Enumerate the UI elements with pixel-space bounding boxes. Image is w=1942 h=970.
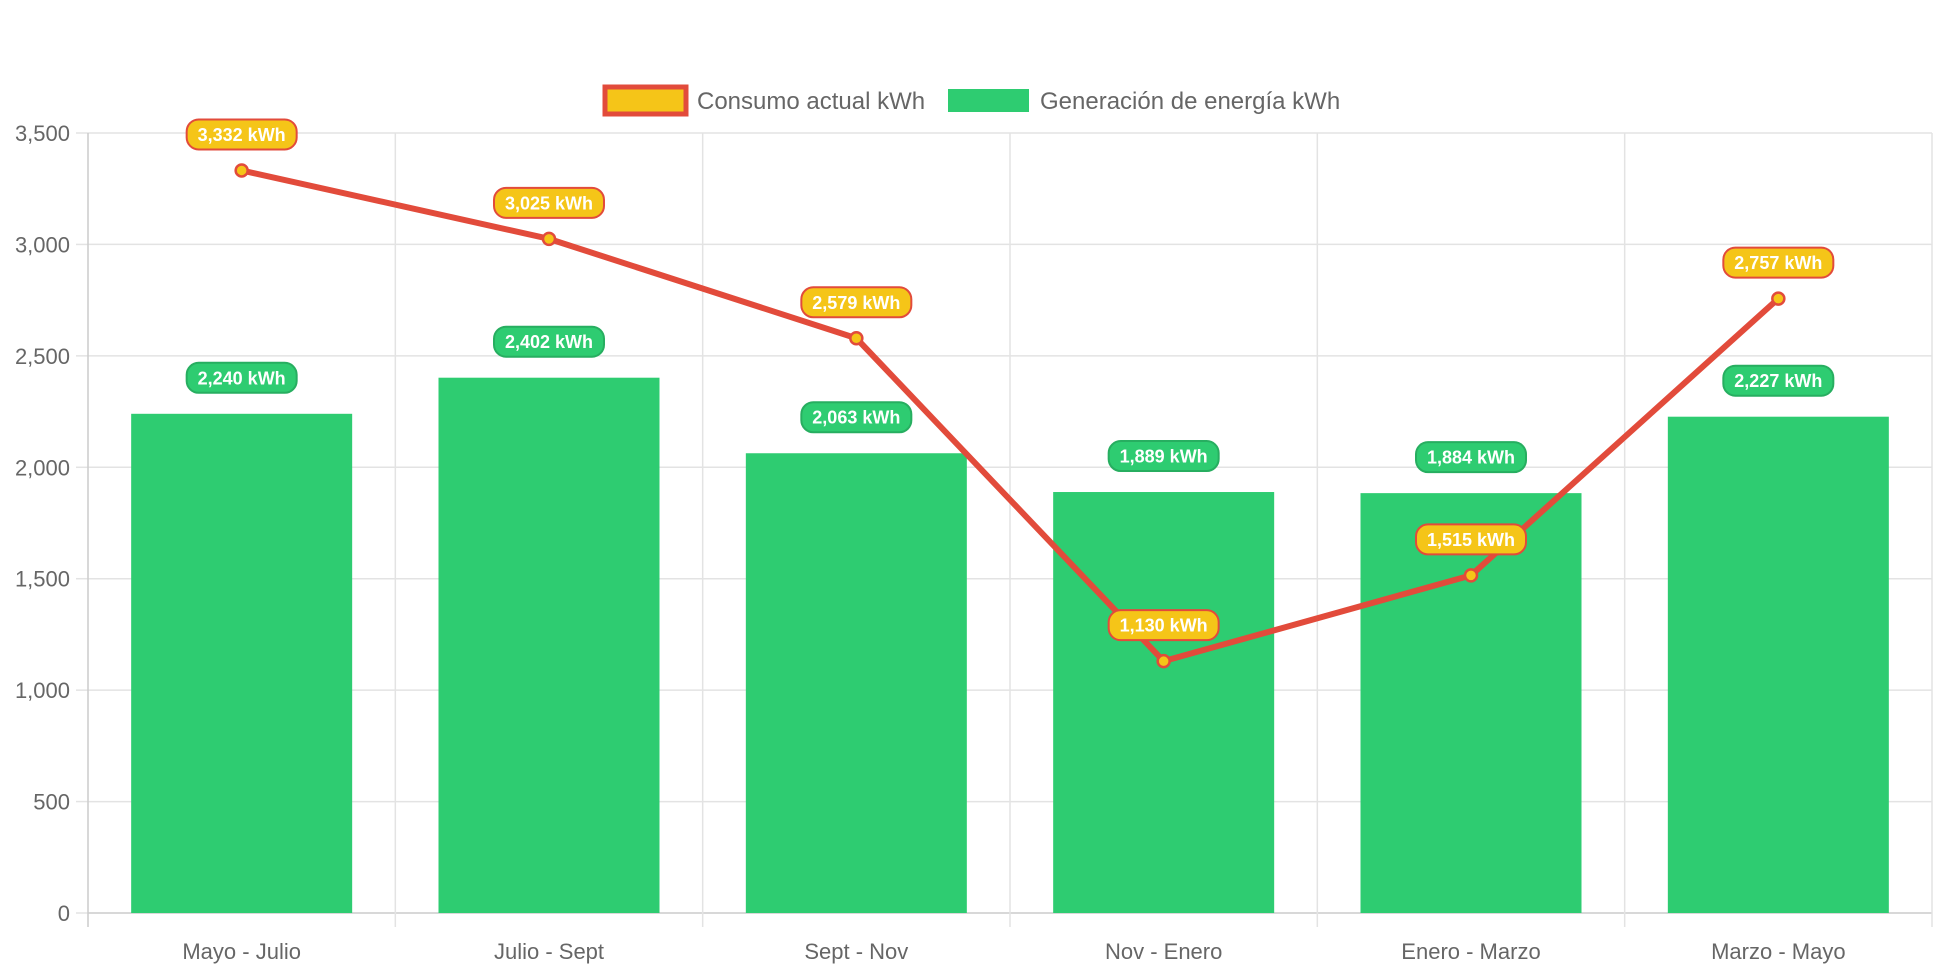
x-tick-label: Marzo - Mayo (1711, 939, 1845, 964)
bar-data-label: 2,402 kWh (505, 332, 593, 352)
y-tick-label: 2,000 (15, 455, 70, 480)
bar-data-label: 2,063 kWh (812, 408, 900, 428)
bar-data-label: 1,884 kWh (1427, 448, 1515, 468)
x-tick-label: Julio - Sept (494, 939, 604, 964)
bar-data-label-bg (493, 325, 605, 358)
y-axis-ticks: 0 500 1,000 1,500 2,000 2,500 3,000 3,500 (15, 121, 70, 926)
bar-generacion[interactable] (438, 377, 660, 913)
bar-generacion[interactable] (131, 413, 353, 913)
line-data-label-bg (800, 286, 913, 319)
bar-generacion[interactable] (745, 453, 967, 913)
line-data-label: 2,757 kWh (1734, 253, 1822, 273)
bar-data-labels: 2,240 kWh 2,402 kWh 2,063 kWh 1,889 kWh 1,88… (185, 325, 1835, 474)
x-tick-label: Enero - Marzo (1401, 939, 1540, 964)
bar-data-label-bg (185, 361, 298, 394)
line-data-label: 3,025 kWh (505, 193, 593, 213)
y-tick-label: 500 (33, 790, 70, 815)
line-data-label-bg (493, 186, 605, 219)
bar-data-label: 2,227 kWh (1734, 371, 1822, 391)
bar-series (131, 377, 1889, 913)
legend-label-generacion[interactable]: Generación de energía kWh (1040, 88, 1340, 115)
x-tick-label: Mayo - Julio (182, 939, 301, 964)
y-tick-label: 3,000 (15, 232, 70, 257)
bar-generacion[interactable] (1053, 492, 1275, 913)
bar-generacion[interactable] (1667, 416, 1889, 913)
grid (76, 132, 1933, 927)
line-point-consumo[interactable] (541, 231, 557, 247)
line-data-label-bg (185, 118, 298, 151)
line-data-label-bg (1722, 246, 1835, 279)
bar-data-label: 1,889 kWh (1120, 447, 1208, 467)
line-point-consumo[interactable] (1156, 653, 1171, 669)
x-tick-label: Sept - Nov (804, 939, 908, 964)
y-tick-label: 1,500 (15, 567, 70, 592)
line-data-label-bg (1107, 609, 1220, 642)
y-tick-label: 2,500 (15, 344, 70, 369)
line-data-label: 2,579 kWh (812, 293, 900, 313)
line-point-consumo[interactable] (849, 331, 864, 346)
y-tick-label: 0 (58, 901, 70, 926)
bar-data-label-bg (800, 401, 913, 434)
legend: Consumo actual kWh Generación de energía… (602, 84, 1340, 117)
line-data-labels: 3,332 kWh 3,025 kWh 2,579 kWh 1,130 kWh 1,51… (185, 118, 1835, 642)
bar-data-label-bg (1107, 440, 1220, 473)
y-tick-label: 1,000 (15, 678, 70, 703)
bar-data-label-bg (1415, 441, 1527, 474)
x-tick-label: Nov - Enero (1105, 939, 1222, 964)
line-point-consumo[interactable] (1771, 291, 1786, 306)
bar-data-label-bg (1722, 364, 1835, 397)
bar-data-label: 2,240 kWh (198, 368, 286, 388)
legend-swatch-consumo[interactable] (602, 84, 689, 117)
line-data-label: 1,130 kWh (1120, 616, 1208, 636)
line-data-label: 1,515 kWh (1427, 530, 1515, 550)
line-point-consumo[interactable] (1463, 568, 1479, 583)
y-tick-label: 3,500 (15, 121, 70, 146)
line-data-label-bg (1415, 523, 1527, 556)
legend-label-consumo[interactable]: Consumo actual kWh (697, 88, 925, 115)
x-axis-ticks: Mayo - Julio Julio - Sept Sept - Nov Nov - … (182, 939, 1845, 964)
line-point-consumo[interactable] (234, 163, 249, 178)
bar-generacion[interactable] (1360, 493, 1582, 913)
line-data-label: 3,332 kWh (198, 125, 286, 145)
legend-swatch-generacion[interactable] (948, 89, 1029, 112)
